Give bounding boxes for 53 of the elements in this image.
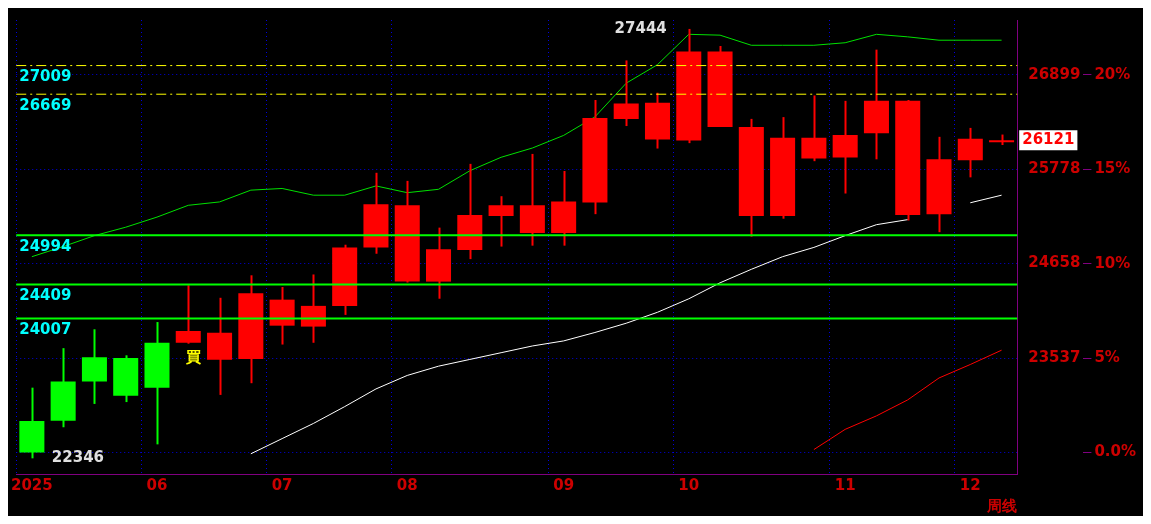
ref-line-label: 27009 — [19, 66, 72, 85]
annotation: 27444 — [614, 18, 667, 37]
candlestick — [613, 59, 639, 128]
candlestick — [582, 99, 608, 216]
candlestick — [519, 152, 545, 247]
candlestick — [989, 133, 1015, 146]
text: 26121 — [1022, 130, 1075, 149]
candlestick — [81, 328, 107, 405]
ref-line-label: 26669 — [19, 95, 72, 114]
y-tick-label: 23537 — [1028, 347, 1081, 366]
candlestick — [394, 179, 420, 284]
candlestick — [863, 48, 889, 161]
y-tick-label: 24658 — [1028, 253, 1081, 272]
x-tick-label: 12 — [959, 475, 981, 494]
candlestick — [113, 354, 139, 404]
candlestick — [707, 45, 733, 128]
candlestick — [488, 195, 514, 248]
ref-line-label: 24007 — [19, 319, 72, 338]
annotation: 買 — [185, 348, 202, 367]
y2-tick-label: 15% — [1094, 159, 1131, 178]
candlestick — [738, 117, 764, 238]
candlestick — [332, 243, 358, 316]
x-tick-label: 2025 — [11, 475, 53, 494]
annotation: 22346 — [51, 448, 105, 466]
y2-tick-label: 5% — [1094, 347, 1120, 366]
candlestick — [426, 226, 452, 300]
y2-tick-label: 0.0% — [1094, 442, 1137, 461]
y2-tick-label: 10% — [1094, 253, 1131, 272]
ref-line-label: 24994 — [19, 236, 72, 255]
x-axis-title: 周线 — [986, 496, 1018, 515]
candlestick — [770, 116, 796, 220]
candlestick — [207, 296, 233, 396]
x-tick-label: 07 — [271, 475, 293, 494]
candlestick — [238, 274, 264, 385]
candlestick — [144, 321, 170, 446]
candlestick — [676, 27, 702, 145]
x-tick-label: 06 — [146, 475, 168, 494]
candlestick — [551, 170, 577, 247]
y-tick-label: 25778 — [1028, 159, 1081, 178]
candlestick — [50, 347, 76, 429]
candlestick — [895, 99, 921, 222]
x-tick-label: 11 — [834, 475, 856, 494]
candlestick — [644, 91, 670, 150]
x-tick-label: 10 — [678, 475, 700, 494]
candlestick — [19, 386, 45, 460]
candlestick — [832, 99, 858, 195]
candlestick — [926, 135, 952, 234]
x-tick-label: 09 — [553, 475, 575, 494]
candlestick — [175, 284, 201, 345]
ref-line-label: 24409 — [19, 285, 72, 304]
x-tick-label: 08 — [396, 475, 418, 494]
y2-tick-label: 20% — [1094, 64, 1131, 83]
y-tick-label: 26899 — [1028, 64, 1081, 83]
